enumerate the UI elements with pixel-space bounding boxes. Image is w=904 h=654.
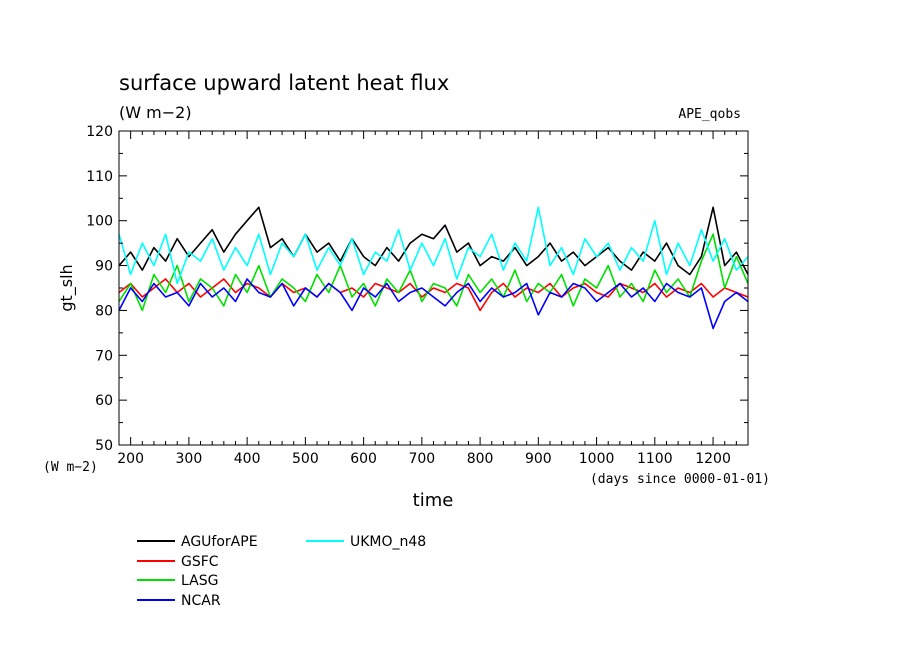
series-line-ncar <box>118 278 749 330</box>
y-tick-label: 70 <box>95 348 113 364</box>
y-tick-label: 120 <box>86 124 113 140</box>
series-line-aguforape <box>118 206 749 276</box>
x-tick-label: 700 <box>408 451 435 467</box>
y-tick-label: 80 <box>95 303 113 319</box>
y-tick-label: 110 <box>86 169 113 185</box>
y-tick-label: 100 <box>86 214 113 230</box>
x-units-label: (days since 0000-01-01) <box>590 472 770 487</box>
y-axis-label: gt_slh <box>57 264 77 311</box>
x-tick-label: 1000 <box>579 451 615 467</box>
x-tick-label: 200 <box>117 451 144 467</box>
y-tick-label: 90 <box>95 259 113 275</box>
x-ticks: 200 300 400 500 600 700 800 900 1000 1100 1200 <box>117 131 749 467</box>
x-tick-label: 800 <box>467 451 494 467</box>
y-tick-label: 50 <box>95 438 113 454</box>
y-ticks: 50 60 70 80 90 100 110 120 <box>86 124 748 454</box>
x-tick-label: 400 <box>234 451 261 467</box>
x-tick-label: 1100 <box>637 451 673 467</box>
experiment-label: APE_qobs <box>678 107 741 122</box>
series-line-lasg <box>118 233 749 312</box>
legend-label: AGUforAPE <box>181 534 258 550</box>
x-axis-label: time <box>413 490 454 511</box>
x-tick-label: 300 <box>176 451 203 467</box>
plot-frame <box>118 130 749 446</box>
series-line-ukmo-n48 <box>118 206 749 285</box>
y-units-label: (W m−2) <box>43 460 98 475</box>
legend-label: LASG <box>181 573 218 589</box>
x-tick-label: 1200 <box>695 451 731 467</box>
legend-label: NCAR <box>181 593 221 609</box>
x-tick-label: 500 <box>292 451 319 467</box>
chart-title: surface upward latent heat flux <box>119 71 449 95</box>
series-line-gsfc <box>118 278 749 312</box>
legend: AGUforAPE GSFC LASG NCAR UKMO_n48 <box>137 534 426 609</box>
y-tick-label: 60 <box>95 393 113 409</box>
x-tick-label: 900 <box>525 451 552 467</box>
series-layer <box>118 206 749 330</box>
x-tick-label: 600 <box>350 451 377 467</box>
legend-label: GSFC <box>181 554 219 570</box>
legend-label: UKMO_n48 <box>350 534 426 550</box>
chart-subtitle: (W m−2) <box>119 103 192 122</box>
